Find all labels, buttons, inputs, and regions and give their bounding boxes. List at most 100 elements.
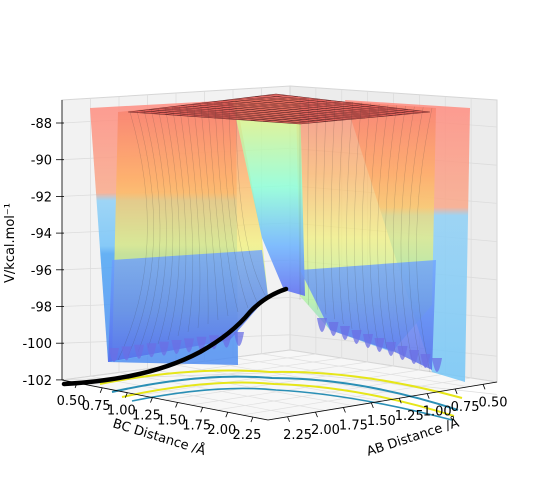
bc-tick [74,382,78,389]
surface-scallop [351,330,362,344]
z-axis: -88 -90 -92 -94 -96 -98 -100 -102 [22,100,64,389]
surface-scallop [397,346,408,360]
mesh-line [127,111,154,357]
z-tick-label: -90 [31,154,52,169]
bc-tick [200,407,204,413]
bc-tick-label: 2.00 [207,423,236,438]
surface-scallop [171,340,182,354]
bc-tick-label: 1.25 [132,409,161,424]
bc-tick-label: 1.50 [157,413,186,428]
ab-tick-label: 2.25 [283,428,312,443]
mesh-line [354,102,362,334]
mesh-line [287,110,420,124]
z-tick-label: -100 [22,337,52,352]
floor-gridline [216,373,446,411]
ab-tick [343,407,346,413]
potential-surface [90,93,470,382]
z-tick-label: -102 [22,374,52,389]
bc-axis-line [61,379,269,421]
trajectory-path [61,286,289,387]
ab-tick [398,398,402,404]
bc-tick [250,416,254,423]
surface-scallop [328,322,339,336]
mesh-line [377,104,389,349]
mesh-line [200,103,219,321]
z-axis-label: V/kcal.mol⁻¹ [3,203,18,283]
floor-gridline [190,369,420,406]
mesh-line [207,103,229,317]
mesh-line [330,100,336,320]
bc-tick [175,402,178,408]
mesh-line [214,102,239,313]
mesh-line [307,98,310,305]
ab-tick [454,388,458,395]
contour-line [111,375,459,411]
mesh-line [235,99,269,301]
mesh-line [172,107,187,337]
mesh-line [385,105,398,353]
mesh-line [226,104,365,120]
bc-tick-label: 0.75 [82,399,111,414]
bc-tick-label: 0.50 [57,394,86,409]
mesh-line [369,103,380,344]
mesh-line [193,104,209,325]
mesh-line [416,107,433,373]
mesh-line [400,106,415,363]
ab-tick [426,393,430,399]
ab-tick-label: 1.50 [367,414,396,429]
contour-line [131,387,453,421]
surface-scallop [420,354,431,368]
bc-tick-label: 2.25 [232,428,261,443]
mesh-line [338,101,345,325]
surface-scallop [386,342,396,356]
contour-line [99,369,463,399]
contour-lines [99,369,463,421]
surface-scallop [134,344,144,359]
mesh-line [275,109,409,123]
ab-axis-line [267,381,498,421]
surface-scallop [159,341,169,356]
ab-axis: 0.500.751.001.251.501.752.002.25 [267,381,508,443]
mesh-line [117,111,148,361]
mesh-line [212,101,375,118]
z-tick-label: -88 [31,117,52,132]
surface-scallop [184,338,194,353]
mesh-line [254,96,412,114]
surface-valley [232,98,305,296]
ab-tick [370,402,374,409]
mesh-line [265,95,421,114]
bc-tick [150,397,153,403]
surface-scallop [109,348,119,362]
ab-tick-label: 0.75 [451,400,480,415]
surface-scallop [146,343,157,358]
surface-scallop [121,346,132,361]
mesh-line [392,105,406,358]
mesh-line [408,107,424,368]
mesh-line [323,99,327,315]
mesh-line [228,100,259,305]
surface-scallop [432,358,442,372]
bc-tick [225,412,229,418]
ab-tick [287,416,290,422]
mesh-line [165,107,180,341]
surface-scallop [374,338,385,352]
ab-tick-label: 2.00 [311,423,340,438]
floor-gridline [242,377,472,416]
z-tick-label: -96 [31,264,52,279]
z-tick-label: -92 [31,190,52,205]
bc-tick [99,387,103,393]
mesh-line [213,102,354,119]
mesh-line [244,97,403,115]
mesh-line [157,108,174,345]
ab-tick-label: 1.25 [395,409,424,424]
surface-scallop [363,334,373,348]
floor-gridline [164,365,394,401]
mesh-line [186,105,201,329]
surface-floor-right [300,260,436,370]
z-tick-label: -94 [31,227,52,242]
ab-tick-label: 0.50 [479,395,508,410]
mesh-line [233,98,393,116]
mesh-line [250,106,387,121]
mesh-line [346,101,354,329]
